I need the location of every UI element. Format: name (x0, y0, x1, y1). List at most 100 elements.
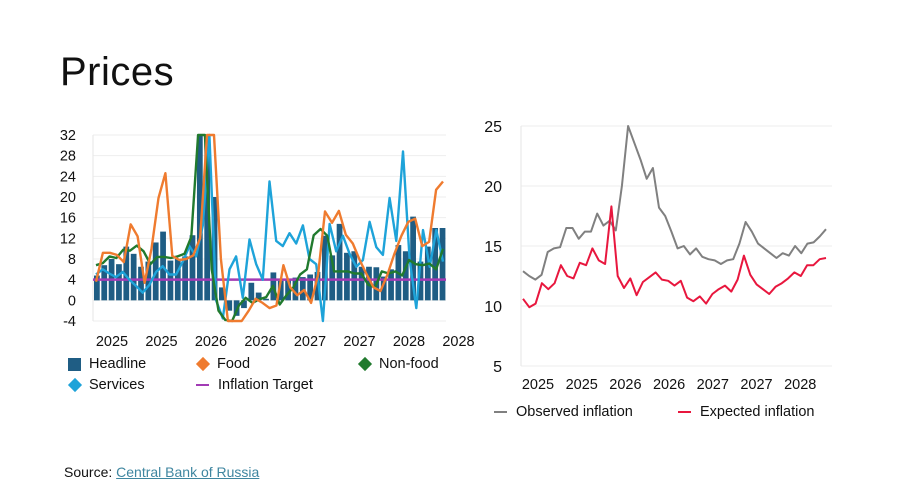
legend-swatch-headline-icon (68, 357, 81, 371)
bar-headline (263, 298, 269, 301)
bar-headline (182, 256, 189, 301)
y-tick-label: 25 (484, 119, 502, 136)
y-tick-label: 5 (493, 359, 502, 376)
x-tick-label: 2025 (522, 377, 554, 393)
bar-headline (314, 271, 321, 301)
legend-diamond-food-icon (195, 356, 211, 372)
legend-label: Headline (89, 356, 147, 372)
bar-headline (292, 277, 299, 301)
bar-headline (94, 275, 100, 301)
bar-headline (321, 235, 328, 301)
x-tick-label: 2027 (294, 334, 326, 350)
bar-headline (366, 266, 372, 301)
y-tick-label: 20 (60, 190, 76, 206)
legend-line-observed-icon (494, 411, 507, 413)
bar-headline (255, 292, 262, 301)
legend-label: Expected inflation (700, 404, 815, 420)
bar-headline (424, 246, 431, 301)
y-tick-label: 32 (60, 128, 76, 144)
bar-headline (145, 261, 152, 301)
legend-label: Observed inflation (516, 404, 633, 420)
x-tick-label: 2027 (343, 334, 375, 350)
page-title: Prices (60, 50, 175, 94)
bar-headline (402, 251, 409, 301)
legend-item-observed: Observed inflation (494, 404, 633, 420)
y-tick-label: 16 (60, 211, 76, 227)
bar-headline (219, 287, 225, 301)
y-tick-label: 24 (60, 169, 76, 185)
legend-item-nonfood: Non-food (357, 356, 439, 372)
x-tick-label: 2026 (609, 377, 641, 393)
bar-headline (417, 261, 424, 301)
legend-diamond-nonfood-icon (357, 356, 373, 372)
legend-label: Non-food (379, 356, 439, 372)
legend-diamond-services-icon (67, 377, 83, 393)
bar-headline (226, 300, 233, 311)
legend-item-inflation-target: Inflation Target (196, 377, 313, 393)
bar-headline (138, 266, 144, 301)
bar-headline (277, 280, 284, 301)
legend-line-target-icon (196, 384, 209, 386)
legend-item-headline: Headline (68, 356, 146, 372)
bar-headline (285, 279, 291, 301)
x-tick-label: 2028 (393, 334, 425, 350)
x-tick-label: 2028 (784, 377, 816, 393)
x-tick-label: 2026 (653, 377, 685, 393)
bar-headline (241, 300, 247, 309)
line-expected-inflation (522, 205, 827, 309)
x-tick-label: 2027 (740, 377, 772, 393)
x-tick-label: 2025 (566, 377, 598, 393)
x-tick-label: 2028 (442, 334, 474, 350)
legend-label: Food (217, 356, 251, 372)
x-tick-label: 2025 (96, 334, 128, 350)
bar-headline (101, 265, 108, 301)
legend-item-expected: Expected inflation (678, 404, 814, 420)
bar-headline (189, 235, 196, 301)
bar-headline (344, 252, 350, 301)
bar-headline (204, 135, 211, 301)
y-tick-label: 28 (60, 149, 76, 165)
bar-headline (116, 264, 122, 301)
y-tick-label: 20 (484, 179, 502, 196)
bar-headline (336, 223, 343, 301)
bar-headline (380, 276, 387, 301)
x-tick-label: 2025 (145, 334, 177, 350)
right-legend: Observed inflation Expected inflation (494, 404, 854, 426)
bar-headline (358, 266, 365, 301)
bar-headline (248, 282, 255, 301)
bar-headline (410, 216, 416, 301)
legend-item-food: Food (195, 356, 251, 372)
legend-item-services: Services (67, 377, 145, 393)
x-tick-label: 2026 (244, 334, 276, 350)
y-tick-label: 15 (484, 239, 502, 256)
line-observed-inflation (522, 125, 827, 281)
legend-label: Services (89, 377, 145, 393)
bar-headline (307, 274, 314, 301)
line-food (94, 133, 444, 323)
left-legend: Headline Food Non-food Services Inflatio… (67, 356, 468, 400)
y-tick-label: 8 (68, 252, 76, 268)
y-tick-label: -4 (63, 314, 76, 330)
bar-headline (439, 228, 446, 301)
bar-headline (123, 246, 130, 301)
line-nonfood (95, 133, 445, 323)
bar-headline (130, 253, 137, 301)
bar-headline (432, 228, 439, 301)
x-tick-label: 2026 (195, 334, 227, 350)
line-services (95, 133, 445, 323)
y-tick-label: 12 (60, 231, 76, 247)
bar-headline (329, 255, 336, 301)
source-line: Source: Central Bank of Russia (64, 464, 259, 480)
y-tick-label: 4 (68, 273, 76, 289)
bar-headline (299, 277, 306, 301)
legend-line-expected-icon (678, 411, 691, 413)
bar-headline (351, 251, 358, 301)
bar-headline (388, 269, 394, 301)
source-label: Source: (64, 464, 113, 480)
y-tick-label: 0 (68, 293, 76, 309)
source-link[interactable]: Central Bank of Russia (116, 464, 260, 480)
legend-label: Inflation Target (218, 377, 313, 393)
x-tick-label: 2027 (697, 377, 729, 393)
